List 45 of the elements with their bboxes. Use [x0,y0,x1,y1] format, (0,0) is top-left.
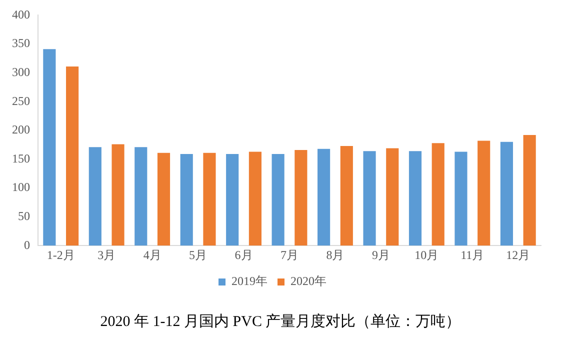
x-tick-label: 7月 [280,248,298,262]
bar [500,142,513,246]
x-tick-label: 3月 [98,248,116,262]
y-tick-label: 100 [12,180,30,194]
bar [43,49,56,246]
bar [66,66,79,246]
bar [408,151,422,246]
y-tick-label: 0 [24,238,30,252]
legend-label: 2020年 [290,274,326,288]
x-tick-label: 5月 [189,248,208,262]
x-tick-label: 11月 [460,248,484,262]
x-tick-label: 4月 [143,248,162,262]
bar [180,154,193,246]
bar [88,147,102,246]
y-tick-label: 200 [12,122,30,137]
y-tick-label: 400 [12,7,30,22]
bar [318,148,330,246]
bar [134,147,148,246]
x-tick-label: 10月 [414,248,439,262]
bar [478,140,490,246]
bar [386,148,399,246]
x-tick-label: 6月 [234,248,253,262]
bar [432,143,444,246]
bar [294,150,308,246]
x-tick-label: 9月 [372,248,390,262]
y-tick-label: 150 [12,151,30,166]
x-tick-label: 1-2月 [46,248,75,262]
y-tick-label: 350 [12,36,30,50]
bar [363,151,376,246]
bar [157,152,170,246]
x-tick-label: 12月 [506,248,530,262]
bar [112,144,124,246]
bar [203,152,216,246]
bar [248,152,262,246]
y-tick-label: 300 [12,64,30,79]
bar [226,154,239,246]
text: 2020 年 1-12 月国内 PVC 产量月度对比（单位：万吨） [99,312,462,331]
bar [454,152,468,246]
y-tick-label: 250 [12,94,30,108]
y-tick-label: 50 [18,208,30,223]
bar [340,146,353,246]
legend-label: 2019年 [232,274,268,288]
x-tick-label: 8月 [326,248,344,262]
bar [272,154,284,246]
bar [523,135,536,246]
